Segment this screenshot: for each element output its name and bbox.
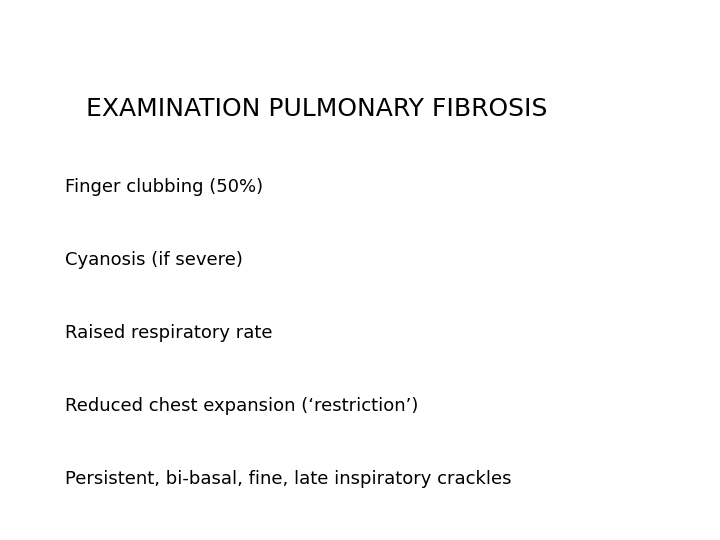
Text: Cyanosis (if severe): Cyanosis (if severe) xyxy=(65,251,243,269)
Text: Finger clubbing (50%): Finger clubbing (50%) xyxy=(65,178,263,196)
Text: Persistent, bi-basal, fine, late inspiratory crackles: Persistent, bi-basal, fine, late inspira… xyxy=(65,470,511,488)
Text: Reduced chest expansion (‘restriction’): Reduced chest expansion (‘restriction’) xyxy=(65,397,418,415)
Text: Raised respiratory rate: Raised respiratory rate xyxy=(65,324,272,342)
Text: EXAMINATION PULMONARY FIBROSIS: EXAMINATION PULMONARY FIBROSIS xyxy=(86,97,548,121)
